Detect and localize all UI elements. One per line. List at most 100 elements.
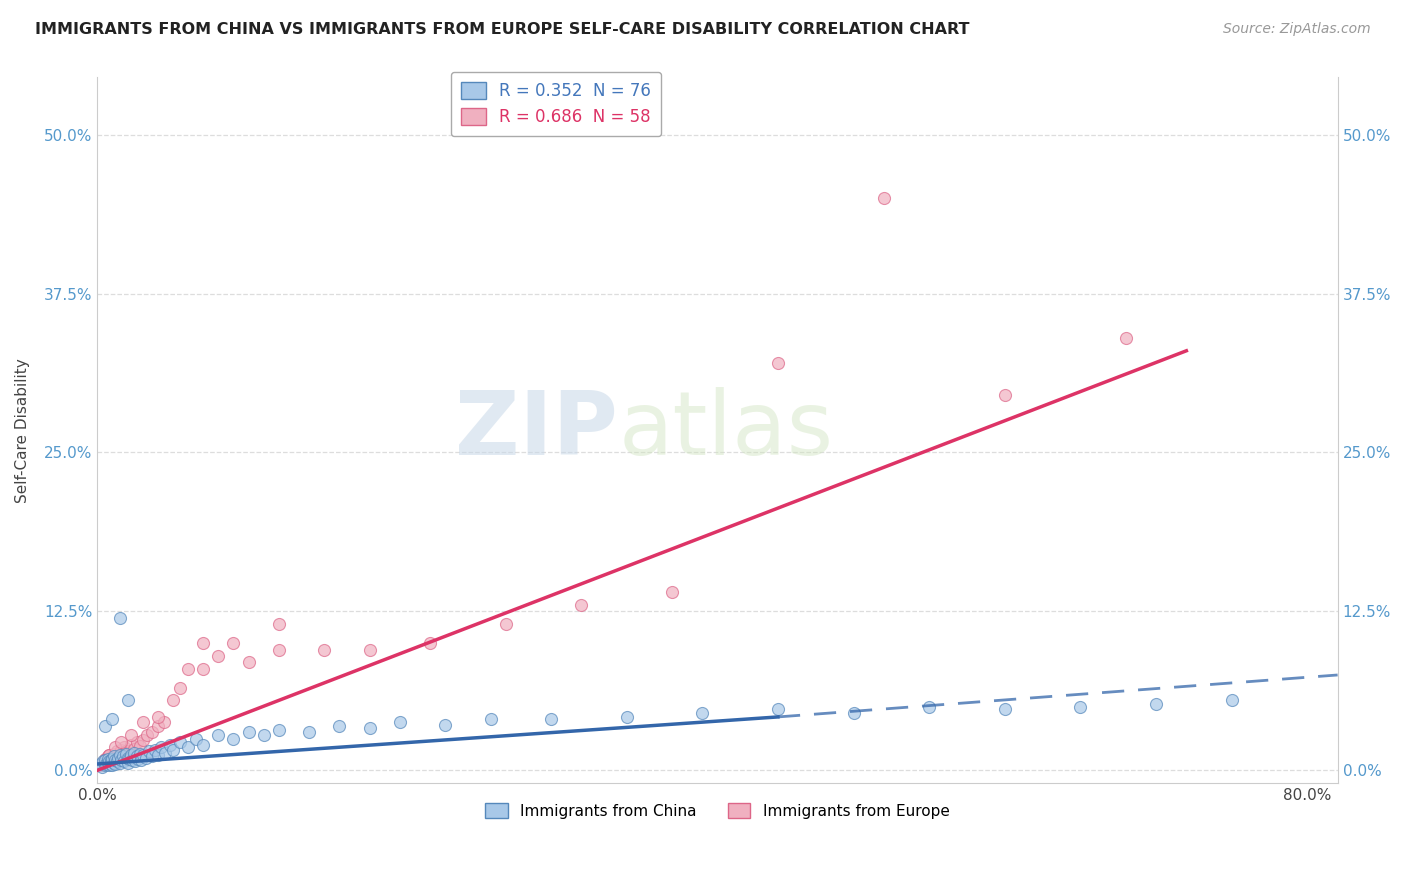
Point xyxy=(97,749,120,764)
Point xyxy=(94,758,117,772)
Point xyxy=(90,756,112,770)
Point xyxy=(101,753,124,767)
Point xyxy=(120,738,142,752)
Point xyxy=(162,693,184,707)
Point xyxy=(131,747,153,762)
Point xyxy=(359,722,381,736)
Point xyxy=(108,611,131,625)
Point xyxy=(842,706,865,720)
Point xyxy=(169,681,191,695)
Point xyxy=(141,749,163,764)
Point xyxy=(177,740,200,755)
Point xyxy=(128,739,150,754)
Point xyxy=(207,728,229,742)
Point xyxy=(115,744,138,758)
Point xyxy=(222,636,245,650)
Point xyxy=(90,759,112,773)
Point xyxy=(253,728,276,742)
Point xyxy=(873,191,896,205)
Point xyxy=(104,753,127,767)
Point xyxy=(103,749,125,764)
Point xyxy=(162,743,184,757)
Point xyxy=(117,746,139,760)
Point xyxy=(105,744,128,758)
Point xyxy=(89,756,111,771)
Point xyxy=(146,747,169,762)
Point xyxy=(661,585,683,599)
Point xyxy=(94,753,117,767)
Point xyxy=(419,636,441,650)
Point xyxy=(114,740,136,755)
Point xyxy=(388,714,411,729)
Point xyxy=(94,755,117,769)
Point xyxy=(138,744,160,758)
Point xyxy=(94,752,117,766)
Point xyxy=(120,728,142,742)
Point xyxy=(108,747,131,762)
Point xyxy=(141,725,163,739)
Y-axis label: Self-Care Disability: Self-Care Disability xyxy=(15,358,30,502)
Point xyxy=(118,752,141,766)
Point xyxy=(98,755,121,769)
Point xyxy=(159,738,181,752)
Point xyxy=(115,747,138,761)
Point xyxy=(131,714,153,729)
Point xyxy=(692,706,714,720)
Point xyxy=(96,756,118,771)
Point xyxy=(128,747,150,761)
Point xyxy=(97,752,120,766)
Text: Source: ZipAtlas.com: Source: ZipAtlas.com xyxy=(1223,22,1371,37)
Point xyxy=(111,747,134,761)
Point xyxy=(207,648,229,663)
Point xyxy=(100,752,122,766)
Point xyxy=(98,747,121,762)
Point xyxy=(267,617,290,632)
Point xyxy=(104,756,127,771)
Point xyxy=(124,755,146,769)
Point xyxy=(153,714,176,729)
Text: atlas: atlas xyxy=(619,387,834,474)
Point xyxy=(103,747,125,761)
Text: ZIP: ZIP xyxy=(456,387,619,474)
Point xyxy=(434,717,457,731)
Point xyxy=(184,731,207,746)
Point xyxy=(191,738,214,752)
Point xyxy=(238,725,260,739)
Point xyxy=(298,725,321,739)
Point xyxy=(121,753,143,767)
Point xyxy=(314,642,336,657)
Point xyxy=(267,642,290,657)
Point xyxy=(101,713,124,727)
Point xyxy=(104,740,127,755)
Point xyxy=(1220,693,1243,707)
Point xyxy=(110,743,132,757)
Point xyxy=(127,752,149,766)
Point xyxy=(146,719,169,733)
Point xyxy=(994,388,1017,402)
Point xyxy=(105,755,128,769)
Point xyxy=(135,750,157,764)
Point xyxy=(359,642,381,657)
Point xyxy=(98,758,121,772)
Point xyxy=(122,746,145,760)
Point xyxy=(191,636,214,650)
Point xyxy=(107,747,129,762)
Point xyxy=(101,752,124,766)
Point xyxy=(98,755,121,769)
Point xyxy=(94,719,117,733)
Point xyxy=(125,749,148,764)
Point xyxy=(479,713,502,727)
Point xyxy=(117,693,139,707)
Point xyxy=(328,719,350,733)
Point xyxy=(98,747,121,762)
Point xyxy=(616,710,638,724)
Point xyxy=(495,617,517,632)
Point xyxy=(117,756,139,770)
Point xyxy=(766,702,789,716)
Point xyxy=(94,753,117,767)
Point xyxy=(97,753,120,767)
Point xyxy=(143,743,166,757)
Point xyxy=(267,723,290,737)
Point xyxy=(191,662,214,676)
Point xyxy=(91,755,114,769)
